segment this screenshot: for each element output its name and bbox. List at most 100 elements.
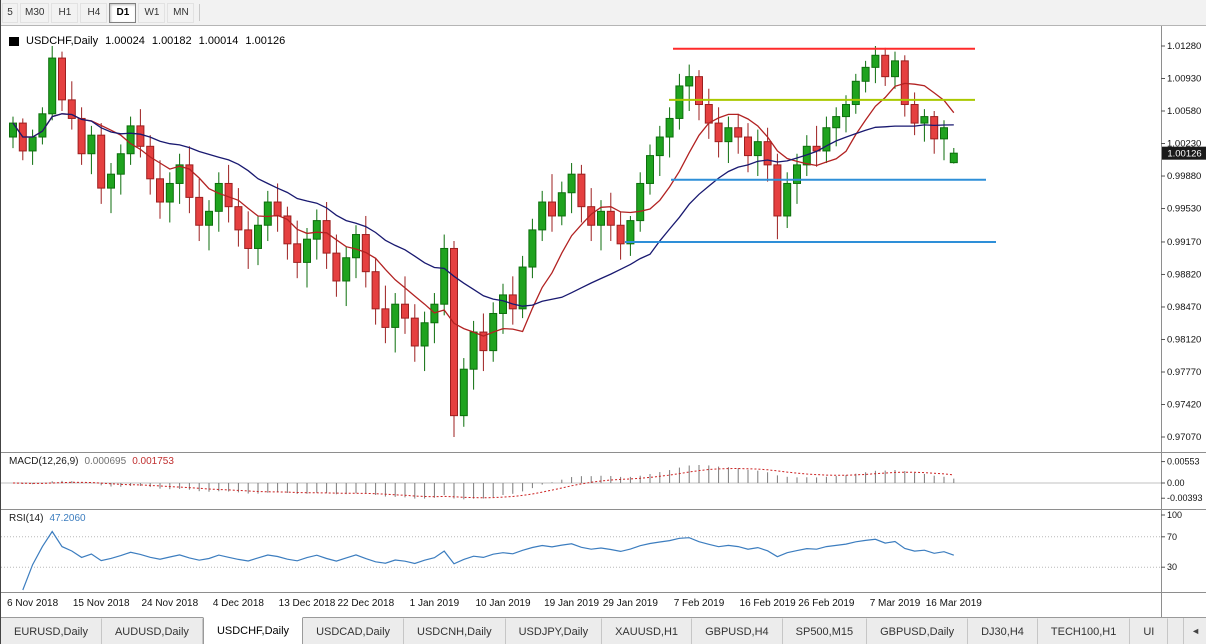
main-chart[interactable]: 1.01280 1.00930 1.00580 1.00230 0.99880 0.995…: [1, 26, 1206, 452]
candle-body: [675, 85, 684, 119]
timeframe-button-mn[interactable]: MN: [167, 2, 195, 23]
price-axis-label: 0.97420: [1167, 399, 1201, 410]
candle-body: [195, 196, 204, 226]
candle-body: [312, 220, 321, 240]
timeframe-button-m30[interactable]: M30: [20, 2, 50, 23]
candle-body: [499, 294, 507, 314]
rsi-label: RSI(14) 47.2060: [9, 513, 86, 524]
timeframe-button-w1[interactable]: W1: [138, 2, 166, 23]
candle-body: [28, 136, 37, 152]
candle-body: [930, 116, 939, 140]
candle-body: [67, 99, 76, 119]
date-label: 29 Jan 2019: [602, 598, 658, 609]
candle-body: [263, 201, 272, 226]
date-label: 13 Dec 2018: [278, 598, 336, 609]
candle-body: [685, 76, 694, 87]
candle-body: [763, 141, 772, 166]
price-axis-label: 1.00930: [1167, 74, 1201, 85]
tab-usdjpy-daily[interactable]: USDJPY,Daily: [506, 618, 603, 644]
candle-body: [949, 152, 958, 164]
rsi-axis-label: 70: [1167, 532, 1177, 542]
tab-ui[interactable]: UI: [1130, 618, 1169, 644]
candle-body: [910, 104, 919, 124]
timeframe-button-d1[interactable]: D1: [109, 2, 137, 23]
candle-body: [459, 368, 468, 417]
candle-body: [273, 201, 282, 217]
ohlc-close: 1.00126: [245, 35, 286, 47]
tab-scroll-left-button[interactable]: ◄: [1183, 618, 1206, 644]
tab-tech100-h1[interactable]: TECH100,H1: [1038, 618, 1131, 644]
date-label: 16 Mar 2019: [925, 598, 982, 609]
candle-body: [244, 229, 253, 249]
candle-body: [861, 66, 870, 82]
candle-body: [371, 271, 380, 310]
tab-usdchf-daily[interactable]: USDCHF,Daily: [202, 617, 304, 644]
tab-sp500-m15[interactable]: SP500,M15: [783, 618, 868, 644]
candle-body: [695, 76, 703, 106]
date-label: 19 Jan 2019: [544, 598, 600, 609]
rsi-chart[interactable]: 100 70 30: [1, 510, 1206, 592]
tab-audusd-daily[interactable]: AUDUSD,Daily: [102, 618, 203, 644]
price-axis-label: 1.00230: [1167, 139, 1201, 150]
tab-usdcad-daily[interactable]: USDCAD,Daily: [303, 618, 405, 644]
svg-text:1.00126: 1.00126: [1167, 149, 1201, 160]
candle-body: [597, 210, 605, 226]
candles-layer: [9, 46, 958, 437]
tab-scroll-left-icon: ◄: [1191, 626, 1200, 636]
ohlc-high: 1.00182: [151, 35, 192, 47]
candle-body: [224, 182, 233, 208]
macd-panel[interactable]: 0.00553 0.00 -0.00393 MACD(12,26,9) 0.0006…: [1, 452, 1206, 509]
macd-chart[interactable]: 0.00553 0.00 -0.00393: [1, 453, 1206, 509]
candle-body: [577, 173, 586, 208]
candle-body: [205, 210, 213, 226]
candle-body: [48, 57, 57, 115]
chart-title: USDCHF,Daily: [26, 35, 99, 47]
candle-body: [665, 117, 674, 138]
candle-body: [107, 173, 115, 189]
tab-usdcnh-daily[interactable]: USDCNH,Daily: [404, 618, 506, 644]
candle-body: [606, 210, 615, 226]
ma-fast-red-line: [12, 82, 955, 337]
timeframe-button-h4[interactable]: H4: [80, 2, 108, 23]
candle-body: [146, 145, 155, 180]
price-axis-label: 0.97070: [1167, 432, 1201, 443]
timeframe-button-h1[interactable]: H1: [51, 2, 79, 23]
candle-body: [704, 104, 713, 124]
tab-eurusd-daily[interactable]: EURUSD,Daily: [1, 618, 102, 644]
timeframe-button-5[interactable]: 5: [2, 2, 18, 23]
candle-body: [557, 192, 566, 217]
date-label: 6 Nov 2018: [7, 598, 59, 609]
candle-body: [567, 173, 576, 194]
date-label: 16 Feb 2019: [739, 598, 796, 609]
tab-gbpusd-h4[interactable]: GBPUSD,H4: [692, 618, 783, 644]
tab-dj30-h4[interactable]: DJ30,H4: [968, 618, 1038, 644]
candle-body: [391, 303, 400, 328]
rsi-panel[interactable]: 100 70 30 RSI(14) 47.2060: [1, 509, 1206, 592]
candle-body: [626, 220, 635, 245]
date-label: 7 Feb 2019: [673, 598, 725, 609]
macd-signal-value: 0.001753: [132, 456, 174, 467]
candle-body: [646, 155, 654, 184]
macd-label: MACD(12,26,9) 0.000695 0.001753: [9, 456, 174, 467]
candle-body: [734, 127, 743, 138]
candle-body: [214, 182, 223, 212]
candle-body: [97, 134, 106, 189]
rsi-value: 47.2060: [49, 513, 86, 524]
chart-window-icon: [9, 36, 19, 46]
macd-histogram: [22, 465, 955, 500]
tab-gbpusd-daily[interactable]: GBPUSD,Daily: [867, 618, 969, 644]
candle-body: [616, 224, 625, 245]
candle-body: [283, 215, 292, 245]
price-axis-label: 1.01280: [1167, 41, 1201, 52]
candle-body: [175, 164, 184, 184]
candle-body: [871, 54, 880, 68]
candle-body: [87, 134, 96, 155]
macd-axis-label: 0.00: [1167, 478, 1185, 488]
candle-body: [38, 113, 47, 138]
candle-body: [832, 116, 841, 129]
main-chart-panel[interactable]: 1.01280 1.00930 1.00580 1.00230 0.99880 0.995…: [1, 26, 1206, 452]
price-axis-label: 0.98120: [1167, 334, 1201, 345]
rsi-name: RSI(14): [9, 513, 44, 524]
candle-body: [548, 201, 556, 217]
tab-xauusd-h1[interactable]: XAUUSD,H1: [602, 618, 693, 644]
